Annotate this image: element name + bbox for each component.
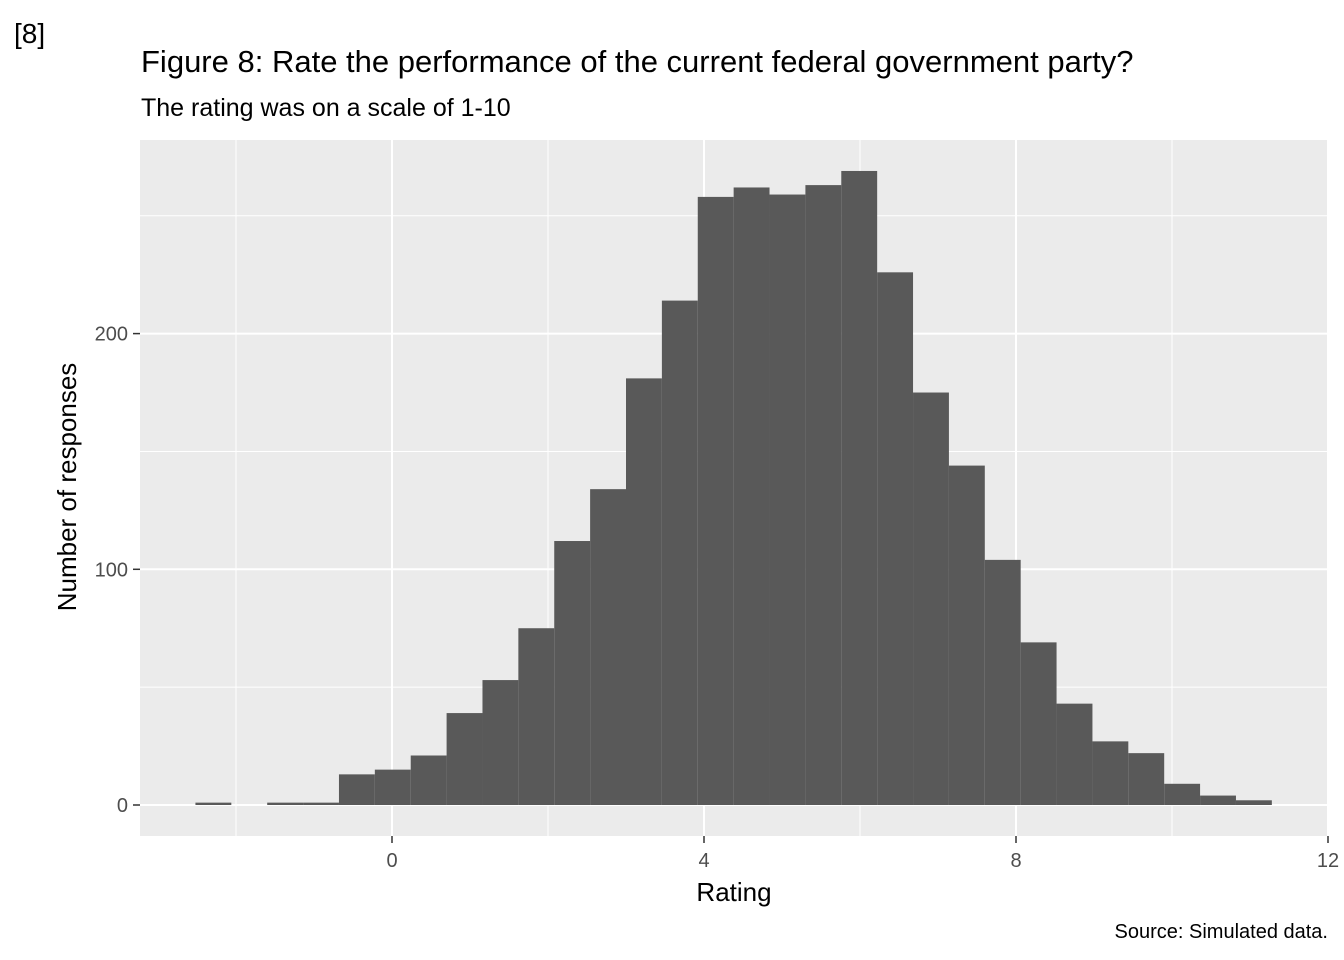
y-axis-title: Number of responses [52, 363, 82, 612]
figure-tag: [8] [14, 18, 46, 49]
histogram-bar [446, 713, 483, 805]
histogram-bar [877, 272, 914, 805]
histogram-bar [1235, 800, 1272, 805]
histogram-bar [195, 802, 232, 805]
x-axis: 0 4 8 12 [386, 836, 1339, 872]
histogram-bar [374, 769, 411, 805]
histogram-bar [1128, 753, 1165, 805]
histogram-bar [805, 185, 842, 805]
histogram-bar [769, 194, 806, 806]
histogram-bar [733, 187, 770, 805]
histogram-bar [410, 755, 447, 805]
x-tick-label: 0 [386, 850, 397, 872]
x-tick-label: 8 [1010, 850, 1021, 872]
histogram-bar [1200, 795, 1236, 805]
chart-title: Figure 8: Rate the performance of the cu… [141, 44, 1134, 79]
y-tick-label: 100 [95, 559, 128, 581]
y-tick-label: 0 [117, 795, 128, 817]
histogram-bar [984, 559, 1021, 805]
histogram-bar [518, 628, 555, 805]
histogram-bar [590, 489, 626, 805]
histogram-bars [195, 170, 1272, 806]
histogram-bar [554, 541, 591, 805]
source-caption: Source: Simulated data. [1114, 921, 1328, 943]
x-tick-label: 12 [1317, 850, 1339, 872]
y-tick-label: 200 [95, 324, 128, 346]
x-tick-label: 4 [698, 850, 709, 872]
histogram-bar [482, 680, 519, 805]
histogram-bar [948, 465, 985, 805]
histogram-bar [626, 378, 662, 805]
histogram-bar [1056, 703, 1093, 805]
histogram-bar [303, 802, 339, 805]
histogram-bar [913, 392, 949, 805]
histogram-bar [1164, 783, 1201, 805]
histogram-bar [1092, 741, 1129, 805]
histogram-bar [697, 196, 734, 806]
y-axis: 0 100 200 [95, 324, 140, 817]
chart-subtitle: The rating was on a scale of 1-10 [141, 94, 511, 122]
x-axis-title: Rating [696, 877, 771, 907]
histogram-bar [841, 170, 878, 806]
histogram-bar [1020, 642, 1057, 805]
histogram-bar [267, 802, 304, 805]
histogram-bar [338, 774, 375, 805]
histogram-bar [661, 300, 698, 805]
